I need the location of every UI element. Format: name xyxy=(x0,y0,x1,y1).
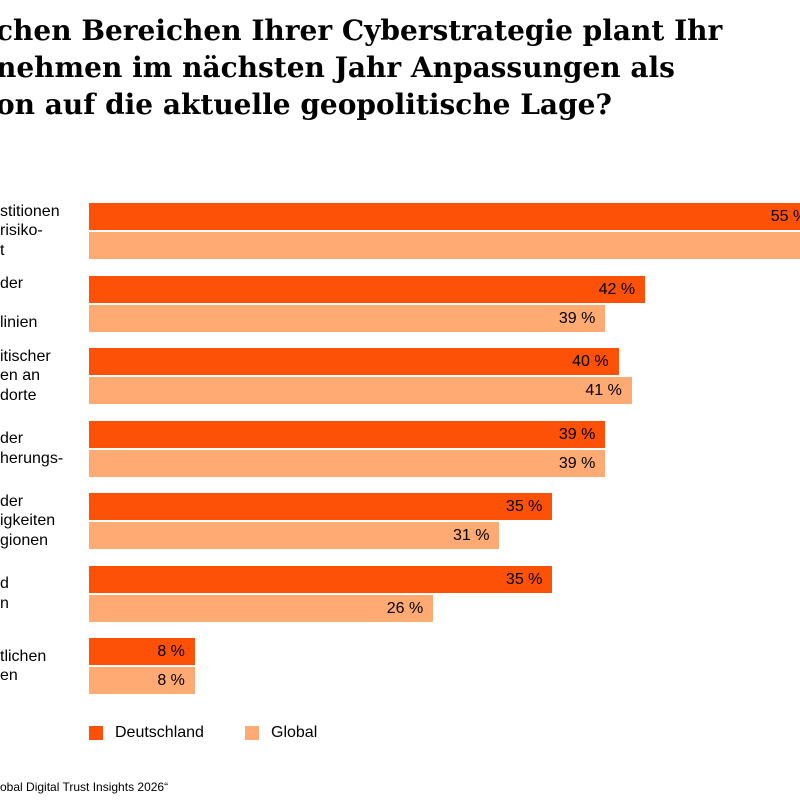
bar-deutschland xyxy=(89,493,553,520)
legend-item-deutschland: Deutschland xyxy=(89,724,204,742)
legend-item-global: Global xyxy=(245,724,317,742)
category-label-line: n xyxy=(0,594,9,612)
bar-global xyxy=(89,594,434,622)
legend-label: Deutschland xyxy=(115,724,204,741)
data-label: 35 % xyxy=(505,570,543,588)
category-label: stitionen risiko-t xyxy=(0,202,60,261)
category-label-line: itischer xyxy=(0,347,51,365)
data-label: 8 % xyxy=(157,643,185,660)
category-label-line: igkeiten xyxy=(0,512,56,530)
data-label: 39 % xyxy=(558,454,596,472)
legend-swatch xyxy=(89,726,103,740)
bar-deutschland xyxy=(89,348,619,375)
category-label-line: en xyxy=(0,667,18,684)
bar-global xyxy=(89,522,500,549)
data-label: 40 % xyxy=(572,353,609,370)
category-label-line: tlichen xyxy=(0,647,47,665)
category-label-line: dorte xyxy=(0,386,37,404)
chart-title: chen Bereichen Ihrer Cyberstrategie plan… xyxy=(0,12,722,123)
category-label-line: d xyxy=(0,575,9,592)
bar-deutschland xyxy=(89,638,195,665)
legend-swatch xyxy=(245,726,259,740)
category-label-line: der xyxy=(0,492,24,510)
data-label: 42 % xyxy=(598,280,636,298)
category-label: der igkeiten gionen xyxy=(0,492,55,551)
category-label-line: stitionen xyxy=(0,202,60,220)
category-label: itischer en an dorte xyxy=(0,347,51,406)
category-label-line: t xyxy=(0,241,5,259)
bar-deutschland xyxy=(89,203,800,230)
category-label: der herungs- xyxy=(0,429,63,468)
bar-global xyxy=(89,304,606,332)
data-label: 39 % xyxy=(558,309,596,327)
bar-deutschland xyxy=(89,420,606,448)
data-label: 31 % xyxy=(452,527,490,544)
category-label-line: risiko- xyxy=(0,222,43,240)
data-label: 55 % xyxy=(770,208,800,225)
bar-deutschland xyxy=(89,275,646,303)
data-label: 8 % xyxy=(157,672,185,689)
title-line: chen Bereichen Ihrer Cyberstrategie plan… xyxy=(0,14,723,47)
data-label: 39 % xyxy=(558,425,596,443)
bar-deutschland xyxy=(89,565,553,593)
legend-label: Global xyxy=(271,724,318,741)
category-label-line xyxy=(0,294,37,314)
data-label: 35 % xyxy=(505,498,543,515)
category-label-line: der xyxy=(0,430,24,447)
bar-global xyxy=(89,667,195,694)
category-label: tlichen en xyxy=(0,647,46,686)
bar-global xyxy=(89,449,606,477)
category-label: der linien xyxy=(0,274,37,333)
bar-global xyxy=(89,232,800,259)
bar-global xyxy=(89,377,632,404)
category-label-line: der xyxy=(0,275,24,293)
category-label-line: gionen xyxy=(0,531,49,549)
category-label-line: linien xyxy=(0,314,38,332)
source-footer: obal Digital Trust Insights 2026“ xyxy=(0,780,169,794)
title-line: nehmen im nächsten Jahr Anpassungen als xyxy=(0,51,675,84)
data-label: 41 % xyxy=(585,382,622,399)
title-line: on auf die aktuelle geopolitische Lage? xyxy=(0,88,612,121)
category-label-line: herungs- xyxy=(0,449,64,467)
category-label-line: en an xyxy=(0,367,41,385)
data-label: 26 % xyxy=(386,599,424,617)
